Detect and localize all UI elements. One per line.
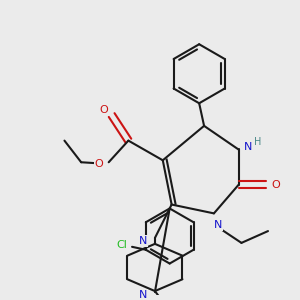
Text: O: O — [99, 105, 108, 115]
Text: Cl: Cl — [117, 240, 128, 250]
Text: N: N — [139, 236, 147, 246]
Text: H: H — [254, 136, 262, 147]
Text: O: O — [94, 159, 103, 169]
Text: O: O — [272, 180, 280, 190]
Text: N: N — [214, 220, 222, 230]
Text: N: N — [244, 142, 253, 152]
Text: N: N — [139, 290, 147, 300]
